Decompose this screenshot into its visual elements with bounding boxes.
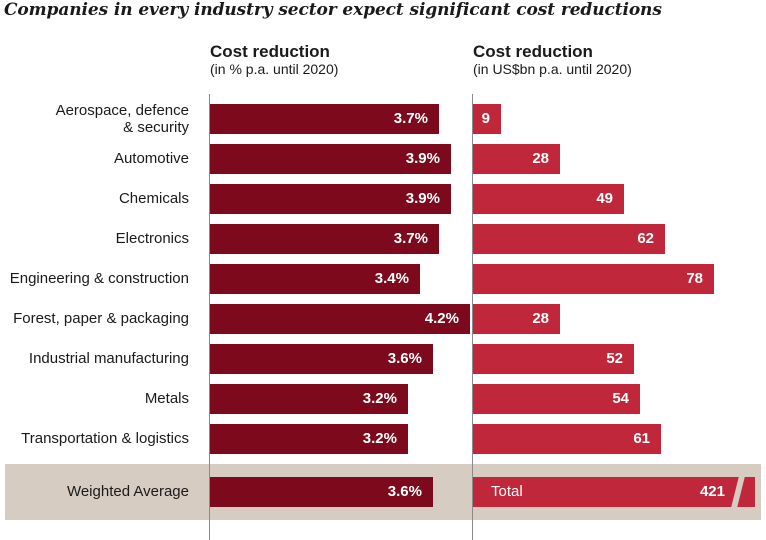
usd-data-label: 49 — [596, 190, 613, 207]
category-label: Electronics — [115, 230, 189, 247]
percent-bar: 3.7% — [210, 104, 439, 134]
left-column-heading: Cost reduction — [210, 42, 330, 61]
category-label: Automotive — [113, 150, 189, 167]
usd-bar: 49 — [473, 184, 624, 214]
percent-data-label: 3.6% — [387, 483, 422, 500]
chart-title: Companies in every industry sector expec… — [4, 0, 662, 20]
category-label: Chemicals — [118, 190, 189, 207]
usd-bar: 54 — [473, 384, 640, 414]
percent-bar: 3.7% — [210, 224, 439, 254]
usd-data-label: 52 — [606, 350, 623, 367]
percent-bar: 3.9% — [210, 184, 451, 214]
category-label: Forest, paper & packaging — [13, 310, 189, 327]
left-axis-line — [209, 94, 210, 540]
percent-data-label: 3.2% — [362, 390, 397, 407]
usd-bar: 9 — [473, 104, 501, 134]
right-column-heading: Cost reduction — [473, 42, 593, 61]
percent-data-label: 3.9% — [405, 150, 440, 167]
total-data-label: 421 — [699, 483, 725, 500]
left-column-header: Cost reduction (in % p.a. until 2020) — [210, 42, 339, 78]
category-label: Engineering & construction — [9, 270, 189, 287]
total-bar: 421 Total — [473, 475, 755, 509]
percent-data-label: 3.6% — [387, 350, 422, 367]
percent-bar: 3.2% — [210, 424, 408, 454]
left-column-subheading: (in % p.a. until 2020) — [210, 61, 339, 77]
axis-break-mark — [730, 475, 746, 509]
right-axis-line — [472, 94, 473, 540]
percent-data-label: 4.2% — [424, 310, 459, 327]
percent-bar: 3.4% — [210, 264, 420, 294]
usd-data-label: 62 — [637, 230, 654, 247]
percent-data-label: 3.9% — [405, 190, 440, 207]
percent-data-label: 3.7% — [393, 110, 428, 127]
usd-bar: 78 — [473, 264, 714, 294]
percent-bar: 3.9% — [210, 144, 451, 174]
usd-data-label: 78 — [686, 270, 703, 287]
usd-data-label: 54 — [612, 390, 629, 407]
usd-data-label: 28 — [532, 150, 549, 167]
percent-data-label: 3.7% — [393, 230, 428, 247]
usd-data-label: 9 — [481, 110, 490, 127]
category-label: Industrial manufacturing — [28, 350, 189, 367]
percent-bar: 3.6% — [210, 477, 433, 507]
usd-data-label: 28 — [532, 310, 549, 327]
right-column-header: Cost reduction (in US$bn p.a. until 2020… — [473, 42, 632, 78]
percent-bar: 3.6% — [210, 344, 433, 374]
usd-data-label: 61 — [633, 430, 650, 447]
percent-bar: 4.2% — [210, 304, 470, 334]
percent-bar: 3.2% — [210, 384, 408, 414]
usd-bar: 28 — [473, 144, 560, 174]
total-label: Total — [491, 483, 523, 500]
usd-bar: 61 — [473, 424, 661, 454]
usd-bar: 62 — [473, 224, 665, 254]
usd-bar: 28 — [473, 304, 560, 334]
percent-data-label: 3.2% — [362, 430, 397, 447]
category-label: Weighted Average — [66, 483, 189, 500]
usd-bar: 52 — [473, 344, 634, 374]
category-label: Transportation & logistics — [21, 430, 189, 447]
category-label: Metals — [144, 390, 189, 407]
category-label: Aerospace, defence & security — [55, 102, 189, 136]
percent-data-label: 3.4% — [374, 270, 409, 287]
right-column-subheading: (in US$bn p.a. until 2020) — [473, 61, 632, 77]
